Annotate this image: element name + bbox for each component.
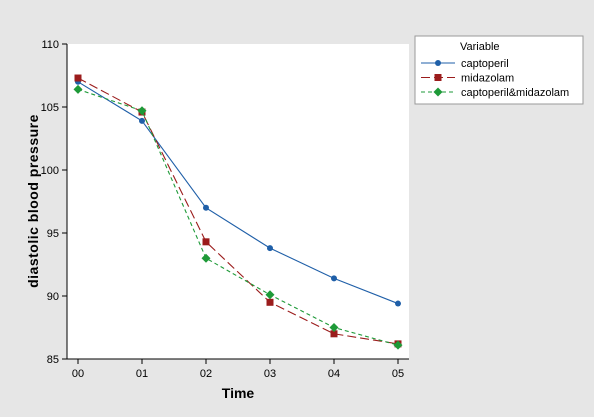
- axes: 85 90 95 100 105 110 00 01 02 03 04 05: [41, 39, 409, 380]
- data-point: [73, 84, 83, 94]
- data-point: [331, 275, 337, 282]
- series-line: [77, 77, 399, 345]
- y-axis-label: diastolic blood pressure: [25, 114, 41, 288]
- series-line: [77, 88, 399, 346]
- legend-marker: [434, 74, 442, 81]
- data-point: [203, 204, 209, 211]
- series-layer: [73, 74, 403, 350]
- legend: Variable captoperil midazolam captoperil&m…: [414, 35, 584, 105]
- legend-label: midazolam: [461, 73, 514, 85]
- data-point: [201, 253, 211, 263]
- legend-title: Variable: [460, 41, 500, 53]
- legend-box: [414, 35, 584, 105]
- data-point: [266, 298, 274, 306]
- data-point: [265, 290, 275, 300]
- x-tick-label: 00: [72, 368, 84, 380]
- x-tick-label: 01: [136, 368, 148, 380]
- y-tick-label: 110: [41, 39, 59, 51]
- legend-marker: [435, 60, 441, 66]
- y-tick-label: 100: [41, 165, 59, 177]
- x-tick-label: 02: [200, 368, 212, 380]
- data-point: [202, 238, 210, 246]
- data-point: [329, 323, 339, 332]
- series-captoperil&midazolam: [73, 84, 403, 350]
- x-tick-label: 03: [264, 368, 276, 380]
- x-tick-label: 04: [328, 368, 340, 380]
- data-point: [139, 117, 145, 124]
- legend-marker: [433, 87, 443, 97]
- data-point: [330, 330, 338, 338]
- data-point: [395, 300, 401, 307]
- legend-label: captoperil&midazolam: [461, 87, 569, 99]
- plot-area: [67, 44, 409, 359]
- x-axis-label: Time: [222, 385, 255, 401]
- legend-label: captoperil: [461, 58, 509, 70]
- data-point: [74, 74, 82, 82]
- y-tick-label: 95: [47, 228, 59, 240]
- series-line: [77, 81, 399, 305]
- data-point: [137, 106, 147, 116]
- y-tick-label: 105: [41, 102, 59, 114]
- y-tick-label: 85: [47, 354, 59, 366]
- data-point: [267, 245, 273, 252]
- x-tick-label: 05: [392, 368, 404, 380]
- data-point: [393, 340, 403, 350]
- y-tick-label: 90: [47, 291, 59, 303]
